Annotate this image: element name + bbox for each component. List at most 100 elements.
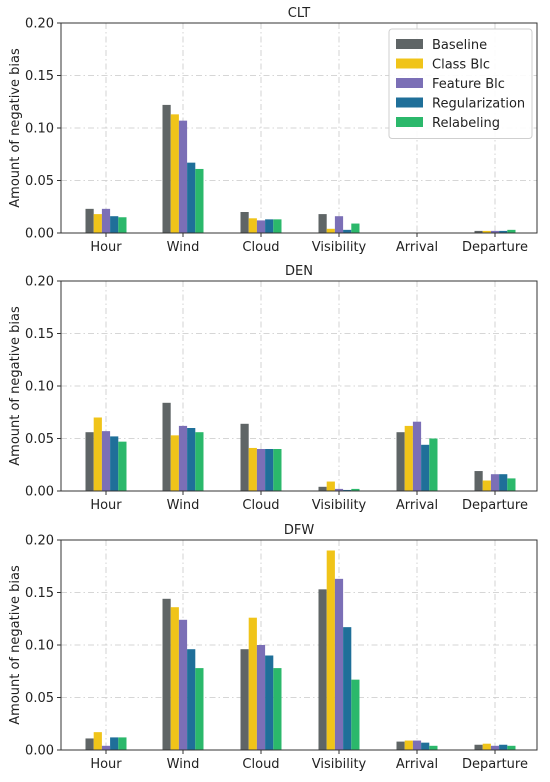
bar-feature-blc-departure	[490, 745, 500, 750]
bar-baseline-wind	[162, 598, 171, 750]
bar-regularization-visibility	[343, 489, 352, 491]
bar-class-blc-visibility	[326, 228, 335, 233]
legend-label-relabeling: Relabeling	[432, 116, 500, 131]
bar-regularization-wind	[187, 649, 196, 750]
bar-feature-blc-departure	[490, 474, 500, 491]
chart-title: DFW	[284, 523, 314, 538]
plot-frame	[60, 22, 538, 234]
y-tick-label: 0.00	[25, 227, 54, 242]
bar-feature-blc-departure	[490, 230, 500, 233]
x-tick-label-visibility: Visibility	[312, 757, 367, 772]
bar-regularization-wind	[187, 428, 196, 491]
y-axis-label: Amount of negative bias	[8, 48, 23, 208]
bar-regularization-departure	[499, 474, 508, 491]
bar-relabeling-hour	[118, 217, 127, 233]
bar-class-blc-departure	[482, 230, 491, 233]
bar-regularization-arrival	[421, 444, 430, 491]
bar-class-blc-wind	[170, 114, 179, 233]
y-tick-label: 0.15	[25, 69, 54, 84]
bar-baseline-departure	[474, 471, 483, 491]
y-tick-label: 0.20	[25, 534, 54, 549]
x-tick-label-hour: Hour	[90, 240, 122, 255]
bar-relabeling-cloud	[273, 449, 282, 491]
y-tick-label: 0.05	[25, 174, 54, 189]
x-tick-label-cloud: Cloud	[242, 240, 279, 255]
bar-class-blc-cloud	[248, 447, 257, 491]
bar-baseline-cloud	[240, 212, 249, 233]
bar-feature-blc-wind	[178, 619, 188, 750]
bar-regularization-cloud	[265, 219, 274, 233]
bar-relabeling-departure	[507, 745, 516, 750]
bar-relabeling-cloud	[273, 668, 282, 750]
bar-feature-blc-arrival	[412, 421, 422, 491]
y-tick-label: 0.15	[25, 586, 54, 601]
bar-feature-blc-hour	[101, 745, 111, 750]
x-tick-label-visibility: Visibility	[312, 240, 367, 255]
legend-swatch-baseline	[396, 39, 423, 49]
bar-class-blc-cloud	[248, 617, 257, 750]
bar-class-blc-visibility	[326, 481, 335, 491]
y-tick-label: 0.10	[25, 122, 54, 137]
bar-regularization-hour	[110, 216, 119, 233]
legend-label-feature-blc: Feature Blc	[432, 77, 505, 92]
chart-title: DEN	[285, 264, 313, 279]
bar-class-blc-cloud	[248, 218, 257, 233]
legend-label-regularization: Regularization	[432, 97, 525, 112]
x-tick-label-arrival: Arrival	[396, 498, 438, 513]
x-tick-label-cloud: Cloud	[242, 757, 279, 772]
chart-panel-dfw: DFW 0.00 0.05 0.10 0.15 0.20 Hour Wind Cloud Visi…	[8, 523, 538, 772]
plot-frame	[60, 539, 538, 751]
bar-regularization-cloud	[265, 655, 274, 750]
bar-relabeling-hour	[118, 737, 127, 750]
bar-regularization-visibility	[343, 229, 352, 233]
bar-regularization-visibility	[343, 627, 352, 750]
x-tick-label-wind: Wind	[167, 757, 200, 772]
bar-class-blc-departure	[482, 480, 491, 491]
bar-class-blc-visibility	[326, 550, 335, 750]
bar-class-blc-arrival	[404, 740, 413, 750]
bar-relabeling-visibility	[351, 488, 360, 491]
y-axis-label: Amount of negative bias	[8, 565, 23, 725]
bar-baseline-hour	[85, 738, 94, 750]
bar-regularization-departure	[499, 744, 508, 750]
x-tick-label-departure: Departure	[462, 240, 528, 255]
bar-baseline-departure	[474, 744, 483, 750]
y-tick-label: 0.10	[25, 380, 54, 395]
x-tick-label-visibility: Visibility	[312, 498, 367, 513]
y-tick-label: 0.00	[25, 485, 54, 500]
bar-relabeling-wind	[195, 168, 204, 233]
plot-frame	[60, 280, 538, 492]
bar-relabeling-wind	[195, 668, 204, 750]
bar-feature-blc-visibility	[334, 488, 344, 491]
bar-baseline-wind	[162, 402, 171, 491]
bar-regularization-cloud	[265, 449, 274, 491]
bar-class-blc-hour	[93, 732, 102, 750]
y-tick-label: 0.05	[25, 691, 54, 706]
bar-feature-blc-visibility	[334, 578, 344, 750]
bar-baseline-wind	[162, 104, 171, 234]
bar-relabeling-departure	[507, 478, 516, 491]
bar-relabeling-wind	[195, 432, 204, 491]
bar-class-blc-hour	[93, 417, 102, 491]
y-tick-label: 0.05	[25, 432, 54, 447]
bar-class-blc-wind	[170, 607, 179, 750]
bar-baseline-visibility	[318, 214, 327, 233]
y-tick-label: 0.20	[25, 275, 54, 290]
x-tick-label-cloud: Cloud	[242, 498, 279, 513]
bar-relabeling-hour	[118, 441, 127, 491]
bar-baseline-arrival	[396, 432, 405, 491]
x-tick-label-departure: Departure	[462, 498, 528, 513]
x-tick-label-hour: Hour	[90, 757, 122, 772]
legend-swatch-regularization	[396, 97, 423, 108]
chart-title: CLT	[288, 6, 311, 21]
legend-swatch-class-blc	[396, 58, 423, 69]
x-tick-label-arrival: Arrival	[396, 757, 438, 772]
bar-regularization-wind	[187, 162, 196, 233]
bar-feature-blc-hour	[101, 431, 111, 491]
y-tick-label: 0.00	[25, 744, 54, 759]
legend-label-baseline: Baseline	[432, 38, 487, 53]
legend-swatch-feature-blc	[396, 78, 423, 88]
legend-label-class-blc: Class Blc	[432, 58, 490, 73]
bar-baseline-departure	[474, 230, 483, 233]
